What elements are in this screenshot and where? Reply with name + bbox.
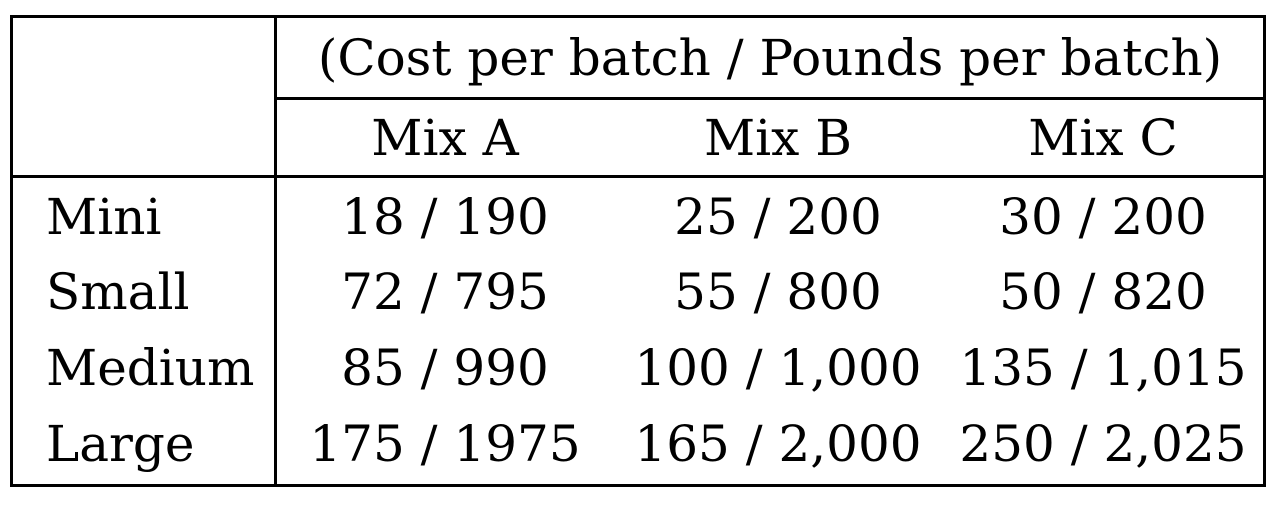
row-label-small: Small — [46, 263, 190, 321]
cell-mini-mix-c: 30 / 200 — [999, 188, 1207, 246]
cell-medium-mix-c: 135 / 1,015 — [959, 339, 1247, 397]
row-label-large: Large — [46, 415, 195, 473]
row-label-divider — [274, 18, 277, 484]
cell-large-mix-a: 175 / 1975 — [309, 415, 581, 473]
group-header: (Cost per batch / Pounds per batch) — [317, 28, 1223, 87]
header-divider — [13, 175, 1263, 178]
cell-large-mix-c: 250 / 2,025 — [959, 415, 1247, 473]
cell-large-mix-b: 165 / 2,000 — [634, 415, 922, 473]
column-header-mix-a: Mix A — [371, 108, 519, 167]
cell-small-mix-c: 50 / 820 — [999, 263, 1207, 321]
cell-small-mix-a: 72 / 795 — [341, 263, 549, 321]
cell-medium-mix-b: 100 / 1,000 — [634, 339, 922, 397]
column-header-mix-b: Mix B — [703, 108, 853, 167]
row-label-medium: Medium — [46, 339, 255, 397]
data-table: (Cost per batch / Pounds per batch) Mix … — [10, 15, 1266, 487]
group-header-divider — [274, 97, 1263, 100]
cell-mini-mix-a: 18 / 190 — [341, 188, 549, 246]
column-header-mix-c: Mix C — [1028, 108, 1178, 167]
cell-small-mix-b: 55 / 800 — [674, 263, 882, 321]
cell-medium-mix-a: 85 / 990 — [341, 339, 549, 397]
cell-mini-mix-b: 25 / 200 — [674, 188, 882, 246]
row-label-mini: Mini — [46, 188, 162, 246]
